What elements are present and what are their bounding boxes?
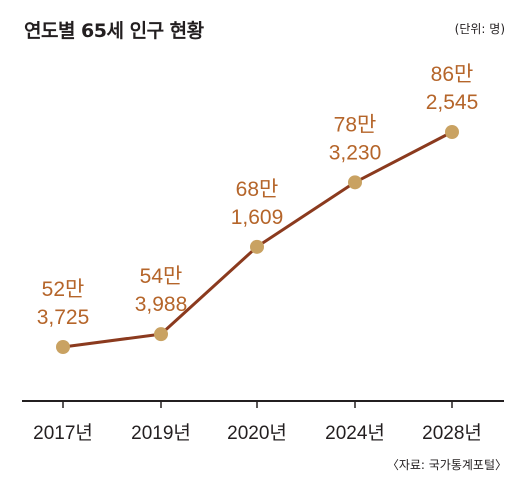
data-point — [250, 239, 264, 254]
x-tick-label: 2017년 — [33, 422, 93, 444]
data-point — [445, 125, 459, 139]
data-point — [348, 175, 362, 190]
series-line — [62, 130, 453, 349]
data-label: 3,988 — [135, 293, 188, 316]
x-tick-label: 2028년 — [422, 422, 482, 444]
x-tick-label: 2024년 — [325, 422, 385, 444]
data-label: 3,725 — [37, 306, 90, 329]
data-label: 78만 — [334, 113, 377, 136]
x-tick-label: 2020년 — [227, 422, 287, 444]
data-label: 2,545 — [426, 91, 479, 114]
data-label: 1,609 — [231, 206, 284, 229]
data-label: 68만 — [236, 178, 279, 201]
data-label: 54만 — [140, 265, 183, 288]
chart-title: 연도별 65세 인구 현황 — [24, 20, 204, 42]
data-point — [56, 340, 70, 354]
source-note: 〈자료: 국가통계포털〉 — [386, 458, 507, 472]
data-point — [154, 327, 168, 342]
data-label: 3,230 — [329, 141, 382, 164]
unit-note: (단위: 명) — [454, 22, 505, 36]
data-label: 86만 — [431, 63, 474, 86]
x-tick-label: 2019년 — [131, 422, 191, 444]
data-label: 52만 — [42, 278, 85, 301]
